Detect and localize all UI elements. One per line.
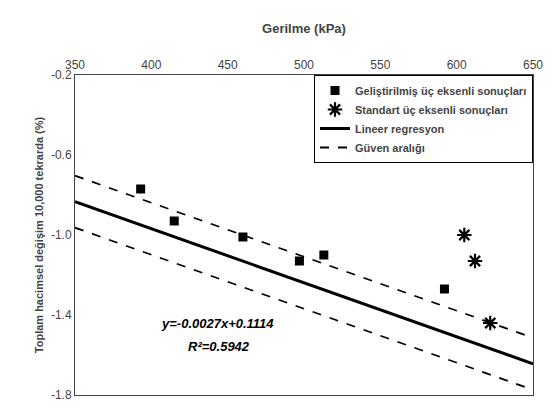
svg-text:R²=0.5942: R²=0.5942 xyxy=(188,339,250,354)
svg-text:550: 550 xyxy=(370,58,390,72)
svg-text:-1.0: -1.0 xyxy=(51,228,72,242)
svg-text:Toplam hacimsel değişim 10,000: Toplam hacimsel değişim 10,000 tekrarda … xyxy=(33,116,45,353)
svg-text:Standart üç eksenli sonuçları: Standart üç eksenli sonuçları xyxy=(355,104,508,116)
svg-text:-1.8: -1.8 xyxy=(51,388,72,402)
svg-text:500: 500 xyxy=(294,58,314,72)
svg-text:Lineer regresyon: Lineer regresyon xyxy=(355,123,445,135)
svg-text:Güven aralığı: Güven aralığı xyxy=(355,142,425,154)
svg-text:600: 600 xyxy=(447,58,467,72)
svg-text:450: 450 xyxy=(218,58,238,72)
svg-text:y=-0.0027x+0.1114: y=-0.0027x+0.1114 xyxy=(161,316,274,331)
svg-text:400: 400 xyxy=(141,58,161,72)
svg-text:-0.2: -0.2 xyxy=(51,68,72,82)
svg-text:Geliştirilmiş üç eksenli sonuç: Geliştirilmiş üç eksenli sonuçları xyxy=(355,85,526,97)
svg-text:-0.6: -0.6 xyxy=(51,148,72,162)
svg-text:650: 650 xyxy=(523,58,543,72)
svg-text:Gerilme (kPa): Gerilme (kPa) xyxy=(262,21,346,36)
svg-text:350: 350 xyxy=(65,58,85,72)
svg-text:-1.4: -1.4 xyxy=(51,308,72,322)
